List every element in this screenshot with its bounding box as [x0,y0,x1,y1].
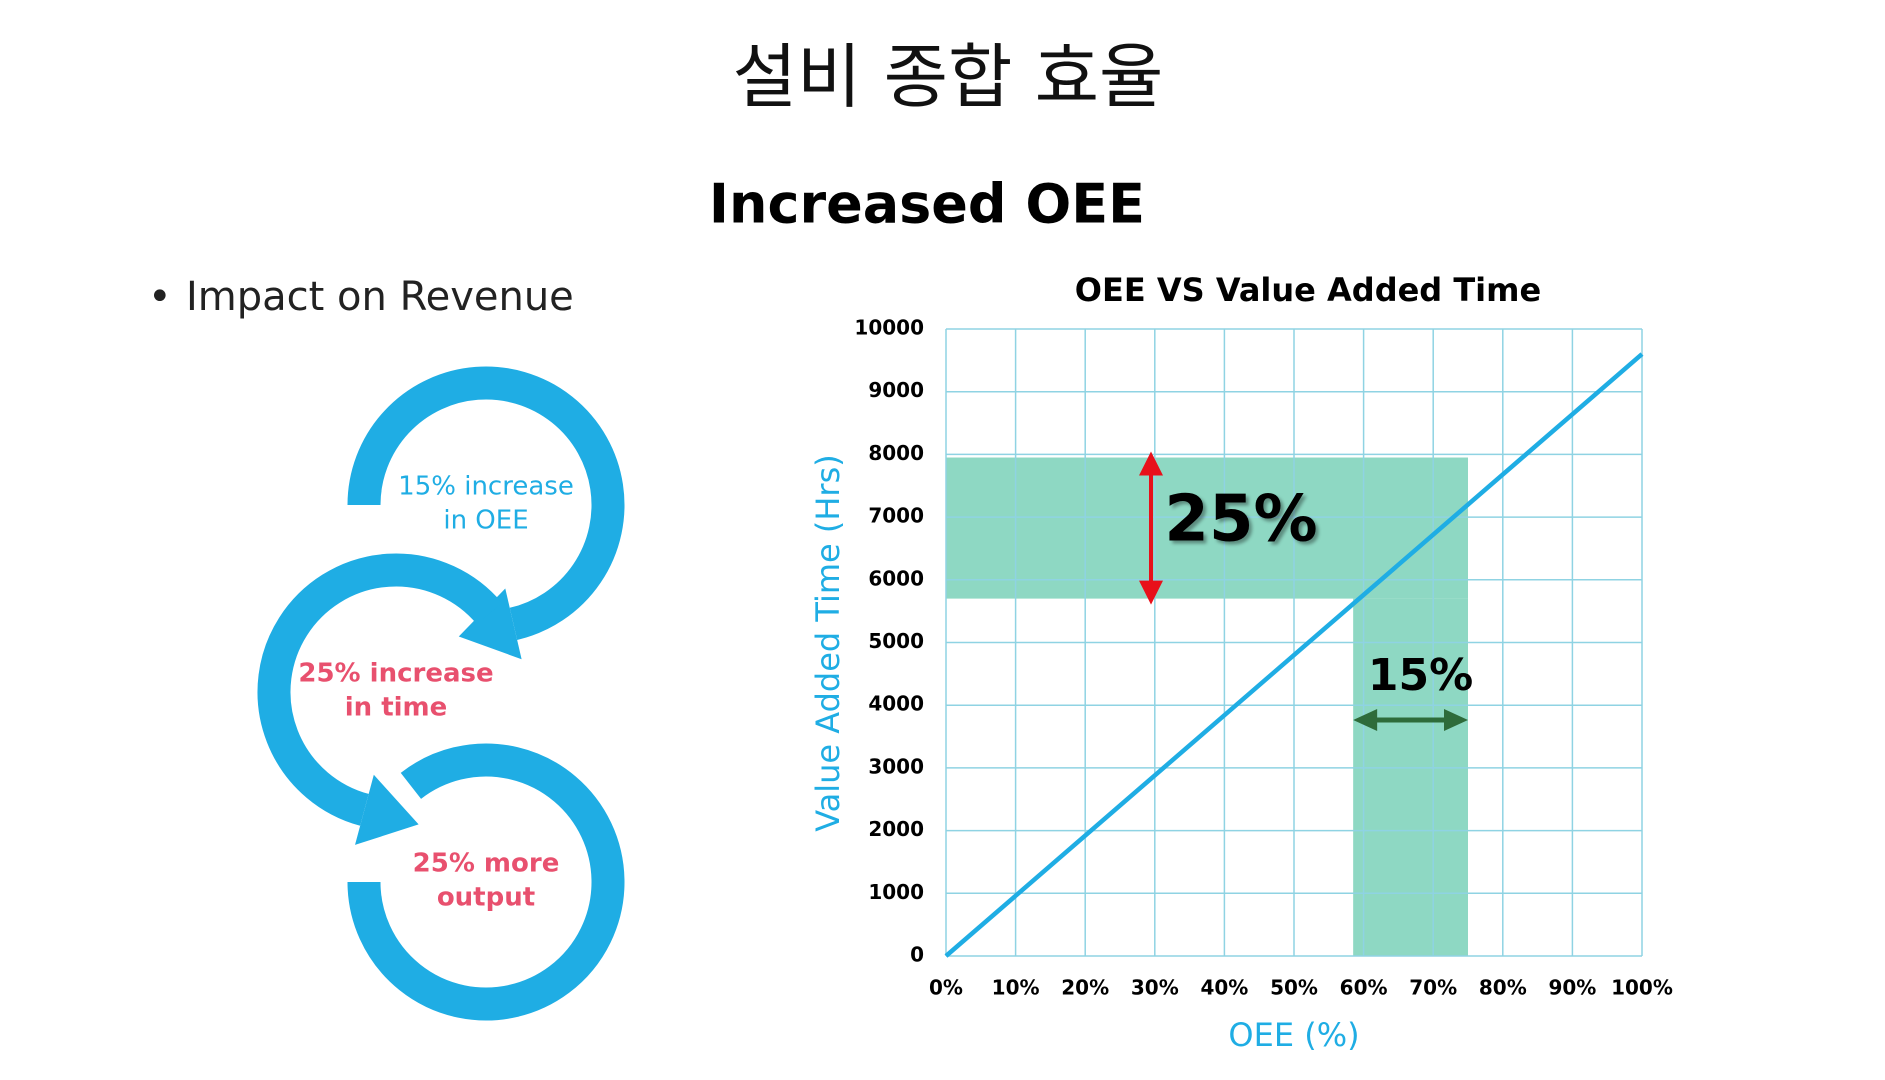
span-arrowhead [1353,709,1378,731]
chart: OEE VS Value Added Time Value Added Time … [809,271,1673,1054]
y-tick-label: 10000 [854,316,924,340]
y-tick-label: 6000 [868,566,924,590]
chart-title: OEE VS Value Added Time [1075,271,1541,309]
x-tick-label: 10% [992,976,1040,1000]
x-tick-label: 30% [1131,976,1179,1000]
shaded-region [1353,598,1468,956]
data-line [944,352,1644,958]
y-tick-label: 5000 [868,629,924,653]
y-tick-label: 2000 [868,817,924,841]
cycle-diagram: 15% increase in OEE 25% increase in time 25%… [257,366,625,1021]
annotation: 25% [1164,483,1317,557]
annotation: 15% [1368,650,1473,701]
slide-title: 설비 종합 효율 [733,36,1164,118]
x-tick-label: 60% [1340,976,1388,1000]
cycle-arc [347,366,625,640]
x-tick-label: 70% [1409,976,1457,1000]
y-tick-label: 1000 [868,880,924,904]
y-tick-label: 0 [910,943,924,967]
cycle-arrowhead [355,774,419,845]
y-tick-label: 4000 [868,692,924,716]
cycle-label: output [437,883,535,913]
span-arrowhead [1444,709,1468,731]
cycle-label: 25% more [413,849,560,879]
bullet-text: Impact on Revenue [186,274,574,320]
x-tick-label: 0% [929,976,963,1000]
y-tick-label: 3000 [868,754,924,778]
x-tick-label: 80% [1479,976,1527,1000]
bullet-dot: • [148,274,172,320]
slide-subtitle: Increased OEE [709,173,1145,236]
cycle-label: 15% increase [398,472,574,502]
y-tick-label: 7000 [868,504,924,528]
shaded-region [946,457,1468,599]
cycle-arrowhead [458,588,522,660]
x-tick-label: 50% [1270,976,1318,1000]
x-axis-label: OEE (%) [1228,1016,1359,1054]
span-arrowhead [1139,580,1163,605]
cycle-label: in time [345,693,448,723]
y-tick-label: 9000 [868,378,924,402]
y-tick-label: 8000 [868,441,924,465]
cycle-arc [347,743,625,1021]
span-arrowhead [1139,451,1163,476]
x-tick-label: 90% [1548,976,1596,1000]
cycle-label: 25% increase [298,659,493,689]
x-tick-label: 40% [1200,976,1248,1000]
cycle-arc [257,553,503,826]
cycle-label: in OEE [443,506,528,536]
x-tick-label: 100% [1611,976,1673,1000]
x-tick-label: 20% [1061,976,1109,1000]
y-axis-label: Value Added Time (Hrs) [809,454,847,832]
